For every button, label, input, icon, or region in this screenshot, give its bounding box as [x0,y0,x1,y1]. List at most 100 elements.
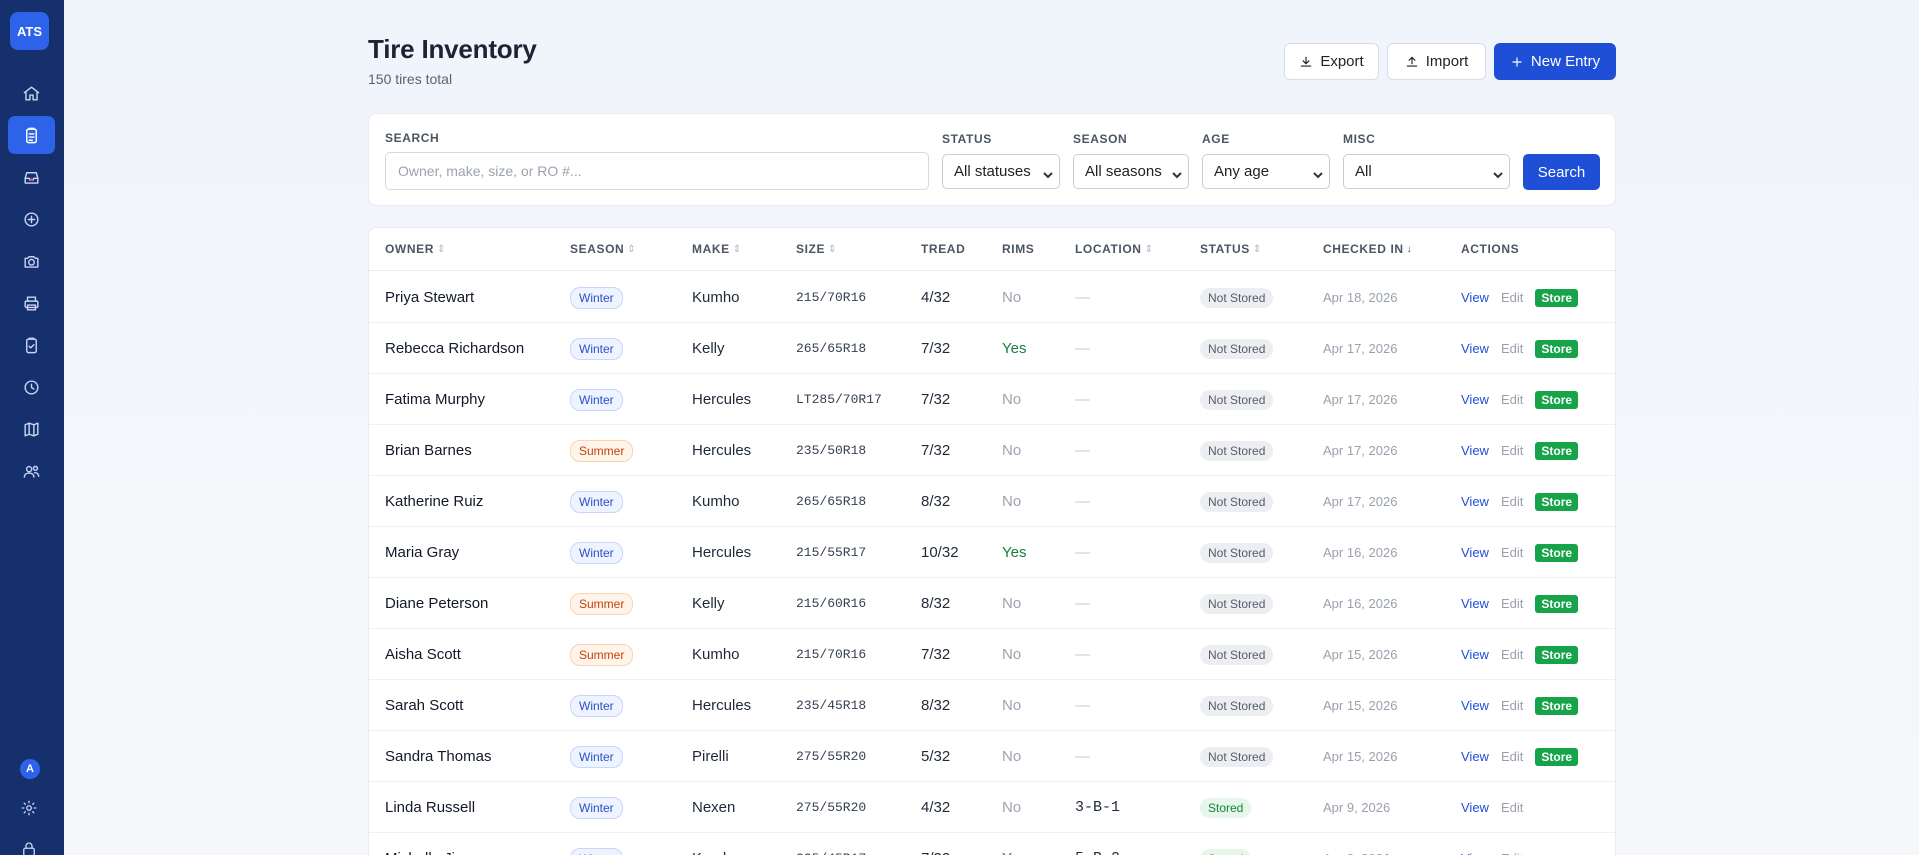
column-header-make[interactable]: MAKE ⇕ [692,242,742,256]
table-row[interactable]: Sandra Thomas Winter Pirelli 275/55R20 5/32 N… [369,731,1615,782]
search-input[interactable] [385,152,929,190]
edit-link[interactable]: Edit [1500,392,1524,407]
nav-print[interactable] [8,284,55,322]
gear-icon [21,800,37,816]
view-link[interactable]: View [1461,749,1489,764]
edit-link[interactable]: Edit [1500,800,1524,815]
store-button[interactable]: Store [1535,747,1579,766]
table-row[interactable]: Michelle Jimenez Winter Kumho 225/45R17 7/32… [369,833,1615,855]
export-button[interactable]: Export [1284,43,1379,80]
table-row[interactable]: Priya Stewart Winter Kumho 215/70R16 4/32 No —… [369,272,1615,323]
table-row[interactable]: Diane Peterson Summer Kelly 215/60R16 8/32 No… [369,578,1615,629]
nav-new[interactable] [8,200,55,238]
store-button[interactable]: Store [1535,288,1579,307]
store-button[interactable]: Store [1535,492,1579,511]
season-select[interactable]: All seasons [1073,154,1189,189]
edit-link[interactable]: Edit [1500,698,1524,713]
cell-checked-in: Apr 16, 2026 [1323,527,1397,578]
table-row[interactable]: Katherine Ruiz Winter Kumho 265/65R18 8/32 No… [369,476,1615,527]
cell-make: Kumho [692,833,740,855]
make-value: Kumho [692,289,740,306]
view-link[interactable]: View [1461,290,1489,305]
nav-home[interactable] [8,74,55,112]
view-link[interactable]: View [1461,800,1489,815]
nav-users[interactable] [8,452,55,490]
edit-link[interactable]: Edit [1500,596,1524,611]
column-header-season[interactable]: SEASON ⇕ [570,242,637,256]
store-button[interactable]: Store [1535,543,1579,562]
import-button[interactable]: Import [1387,43,1486,80]
lock-button[interactable] [20,840,40,855]
edit-link[interactable]: Edit [1500,545,1524,560]
nav-inbox[interactable] [8,158,55,196]
checked-in-date: Apr 9, 2026 [1323,800,1391,815]
table-row[interactable]: Aisha Scott Summer Kumho 215/70R16 7/32 No — No… [369,629,1615,680]
store-button[interactable]: Store [1535,339,1579,358]
store-button[interactable]: Store [1535,696,1579,715]
app-logo[interactable]: ATS [10,12,49,50]
edit-link[interactable]: Edit [1500,749,1524,764]
nav-checklist[interactable] [8,326,55,364]
table-row[interactable]: Brian Barnes Summer Hercules 235/50R18 7/32 N… [369,425,1615,476]
view-link[interactable]: View [1461,698,1489,713]
table-row[interactable]: Fatima Murphy Winter Hercules LT285/70R17 7/… [369,374,1615,425]
edit-link[interactable]: Edit [1500,647,1524,662]
view-link[interactable]: View [1461,392,1489,407]
owner-name: Diane Peterson [385,595,489,612]
cell-owner: Katherine Ruiz [385,476,483,527]
edit-link[interactable]: Edit [1500,443,1524,458]
age-select[interactable]: Any age [1202,154,1330,189]
make-value: Pirelli [692,748,729,765]
nav-camera[interactable] [8,242,55,280]
view-link[interactable]: View [1461,647,1489,662]
edit-link[interactable]: Edit [1500,341,1524,356]
column-header-checked-in[interactable]: CHECKED IN ↓ [1323,242,1413,256]
view-link[interactable]: View [1461,443,1489,458]
view-link[interactable]: View [1461,341,1489,356]
view-link[interactable]: View [1461,494,1489,509]
cell-make: Kelly [692,323,725,374]
store-button[interactable]: Store [1535,390,1579,409]
nav-history[interactable] [8,368,55,406]
settings-button[interactable] [20,799,40,819]
cell-status: Not Stored [1200,527,1274,578]
new-entry-button[interactable]: New Entry [1494,43,1616,80]
nav-tire-inventory[interactable] [8,116,55,154]
edit-link[interactable]: Edit [1500,494,1524,509]
column-header-size[interactable]: SIZE ⇕ [796,242,838,256]
cell-status: Not Stored [1200,272,1274,323]
edit-link[interactable]: Edit [1501,851,1523,855]
cell-owner: Diane Peterson [385,578,488,629]
season-badge: Winter [570,745,623,768]
cell-tread: 10/32 [921,527,959,578]
cell-checked-in: Apr 15, 2026 [1323,629,1397,680]
table-row[interactable]: Maria Gray Winter Hercules 215/55R17 10/32 Ye… [369,527,1615,578]
page-subtitle: 150 tires total [368,71,453,87]
column-header-status[interactable]: STATUS ⇕ [1200,242,1262,256]
view-link[interactable]: View [1461,851,1489,855]
edit-link[interactable]: Edit [1500,290,1524,305]
table-row[interactable]: Sarah Scott Winter Hercules 235/45R18 8/32 No… [369,680,1615,731]
store-button[interactable]: Store [1535,594,1579,613]
cell-owner: Brian Barnes [385,425,472,476]
cell-rims: Yes [1002,323,1026,374]
table-row[interactable]: Rebecca Richardson Winter Kelly 265/65R18 7/… [369,323,1615,374]
nav-map[interactable] [8,410,55,448]
store-button[interactable]: Store [1535,441,1579,460]
search-button[interactable]: Search [1523,154,1600,190]
column-header-owner[interactable]: OWNER ⇕ [385,242,446,256]
cell-tread: 7/32 [921,374,950,425]
view-link[interactable]: View [1461,545,1489,560]
cell-location: — [1075,578,1090,629]
store-button[interactable]: Store [1535,645,1579,664]
misc-select[interactable]: All [1343,154,1510,189]
column-header-location[interactable]: LOCATION ⇕ [1075,242,1154,256]
cell-rims: No [1002,272,1021,323]
view-link[interactable]: View [1461,596,1489,611]
user-avatar[interactable]: A [20,759,40,779]
age-filter-label: AGE [1202,132,1230,146]
row-actions: View Edit [1461,833,1523,855]
status-select[interactable]: All statuses [942,154,1060,189]
checked-in-date: Apr 17, 2026 [1323,341,1398,356]
table-row[interactable]: Linda Russell Winter Nexen 275/55R20 4/32 No 3… [369,782,1615,833]
